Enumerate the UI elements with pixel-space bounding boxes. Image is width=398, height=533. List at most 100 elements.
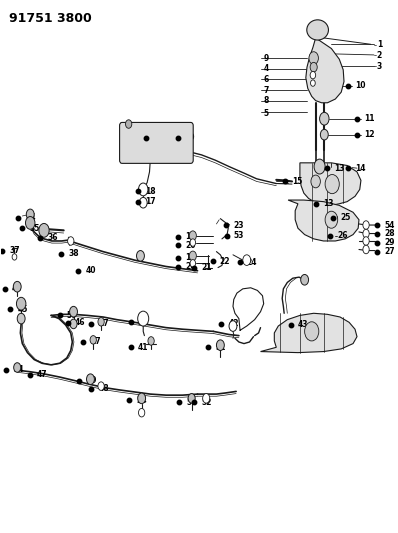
Text: 20: 20 — [185, 241, 195, 250]
Polygon shape — [306, 38, 344, 103]
Text: 24: 24 — [247, 258, 257, 266]
Text: 19: 19 — [185, 232, 195, 241]
Circle shape — [217, 340, 224, 351]
Text: 17: 17 — [146, 197, 156, 206]
Circle shape — [190, 260, 195, 267]
Circle shape — [314, 159, 325, 174]
Circle shape — [139, 408, 145, 417]
Text: 31: 31 — [154, 133, 164, 142]
Text: 36: 36 — [47, 233, 58, 243]
Text: 26: 26 — [338, 231, 348, 240]
Text: 10: 10 — [355, 81, 365, 90]
Text: 18: 18 — [146, 187, 156, 196]
Text: 35: 35 — [29, 224, 39, 233]
Circle shape — [243, 255, 251, 265]
Circle shape — [139, 197, 147, 208]
Circle shape — [188, 393, 195, 403]
Polygon shape — [288, 200, 359, 241]
Circle shape — [189, 231, 196, 240]
Text: 15: 15 — [292, 177, 302, 186]
Circle shape — [137, 251, 144, 261]
Circle shape — [310, 71, 316, 79]
Circle shape — [70, 306, 78, 317]
Text: 11: 11 — [364, 114, 374, 123]
Text: 47: 47 — [37, 370, 47, 379]
Text: 46: 46 — [75, 318, 85, 327]
Text: 39: 39 — [138, 318, 148, 327]
Circle shape — [26, 209, 34, 220]
Text: 91751 3800: 91751 3800 — [9, 12, 91, 26]
Circle shape — [363, 237, 369, 245]
Circle shape — [148, 337, 154, 345]
Ellipse shape — [307, 20, 328, 40]
Text: 3: 3 — [377, 62, 382, 70]
Circle shape — [311, 175, 320, 188]
Circle shape — [25, 216, 35, 229]
Circle shape — [325, 174, 339, 193]
Circle shape — [98, 382, 104, 390]
Circle shape — [309, 52, 318, 64]
Circle shape — [125, 120, 132, 128]
Circle shape — [363, 245, 369, 254]
Text: 2: 2 — [377, 51, 382, 60]
Text: 38: 38 — [68, 249, 79, 259]
Circle shape — [139, 183, 148, 196]
Text: 50: 50 — [67, 311, 77, 320]
Text: 8: 8 — [264, 96, 269, 105]
Text: 19: 19 — [185, 254, 195, 262]
Text: 13: 13 — [335, 164, 345, 173]
Circle shape — [320, 112, 329, 125]
Circle shape — [363, 221, 369, 229]
Text: 28: 28 — [384, 229, 395, 238]
Circle shape — [189, 251, 196, 261]
Text: 25: 25 — [340, 213, 350, 222]
Text: 27: 27 — [384, 247, 395, 256]
Text: 37: 37 — [10, 246, 20, 255]
Text: 4: 4 — [264, 64, 269, 73]
Text: 41: 41 — [138, 343, 148, 352]
Circle shape — [70, 319, 77, 329]
Text: 53: 53 — [234, 231, 244, 240]
Text: 48: 48 — [98, 384, 109, 393]
Circle shape — [190, 239, 195, 246]
Circle shape — [138, 393, 146, 403]
Text: 27: 27 — [90, 337, 101, 346]
Text: 14: 14 — [355, 164, 365, 173]
Circle shape — [325, 211, 338, 228]
Text: 51: 51 — [215, 343, 226, 352]
Circle shape — [14, 363, 21, 372]
FancyBboxPatch shape — [119, 123, 193, 164]
Circle shape — [363, 229, 369, 238]
Text: 30: 30 — [185, 133, 195, 142]
Circle shape — [13, 281, 21, 292]
Text: 20: 20 — [185, 262, 195, 271]
Text: 51: 51 — [187, 398, 197, 407]
Text: 29: 29 — [384, 238, 395, 247]
Text: 34: 34 — [13, 365, 24, 374]
Circle shape — [17, 313, 25, 324]
Circle shape — [90, 336, 96, 344]
Text: 12: 12 — [364, 130, 374, 139]
Circle shape — [320, 130, 328, 140]
Text: 27: 27 — [98, 319, 109, 328]
Text: 9: 9 — [264, 54, 269, 62]
Text: 34: 34 — [137, 396, 147, 405]
Circle shape — [98, 318, 104, 326]
Text: 6: 6 — [264, 75, 269, 84]
Polygon shape — [261, 313, 357, 353]
Circle shape — [68, 237, 74, 245]
Text: 45: 45 — [17, 304, 27, 313]
Text: 7: 7 — [264, 85, 269, 94]
Polygon shape — [300, 163, 361, 205]
Text: 1: 1 — [377, 41, 382, 50]
Circle shape — [203, 393, 210, 403]
Text: 49: 49 — [86, 376, 97, 385]
Circle shape — [12, 254, 17, 260]
Text: 23: 23 — [233, 221, 244, 230]
Circle shape — [138, 311, 149, 326]
Text: 43: 43 — [298, 320, 308, 329]
Text: 13: 13 — [324, 199, 334, 208]
Circle shape — [86, 374, 94, 384]
Text: 54: 54 — [384, 221, 395, 230]
Text: 52: 52 — [201, 398, 212, 407]
